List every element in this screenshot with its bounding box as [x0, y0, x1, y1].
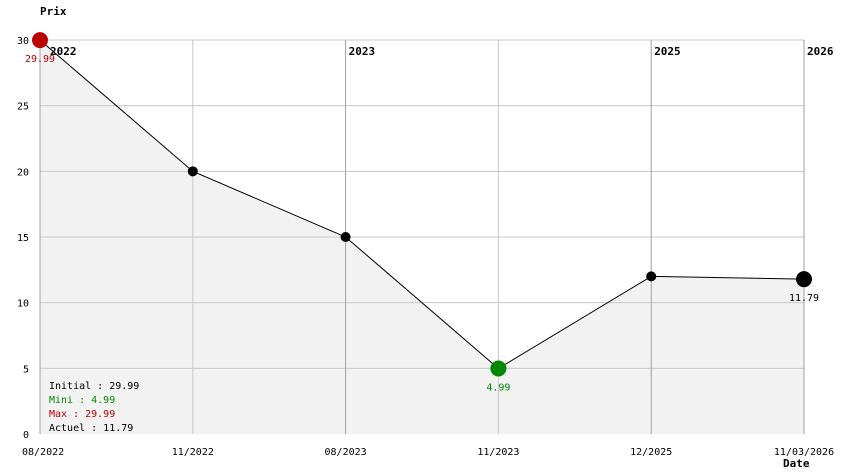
y-tick-label: 30	[17, 36, 29, 47]
area-fill	[40, 40, 804, 434]
stat-line: Mini : 4.99	[49, 395, 115, 406]
point-label: 4.99	[486, 382, 510, 393]
x-axis-title: Date	[783, 457, 810, 470]
x-tick-label: 12/2025	[630, 447, 672, 458]
y-tick-label: 25	[17, 102, 29, 113]
data-point	[646, 271, 657, 282]
y-tick-label: 10	[17, 299, 29, 310]
y-axis-title: Prix	[40, 5, 67, 18]
point-label: 11.79	[789, 293, 819, 304]
y-tick-label: 15	[17, 233, 29, 244]
y-tick-label: 20	[17, 167, 29, 178]
x-tick-label: 11/2023	[477, 447, 519, 458]
data-point	[796, 271, 812, 288]
stat-line: Initial : 29.99	[49, 381, 139, 392]
year-marker: 2026	[807, 45, 834, 58]
data-point	[490, 360, 507, 377]
y-tick-label: 5	[23, 364, 29, 375]
y-tick-label: 0	[23, 430, 29, 441]
year-marker: 2023	[349, 45, 376, 58]
data-point	[32, 32, 48, 49]
data-point	[187, 166, 198, 177]
data-point	[340, 232, 351, 242]
x-tick-label: 08/2022	[22, 447, 64, 458]
point-label: 29.99	[25, 54, 55, 65]
x-tick-label: 08/2023	[325, 447, 367, 458]
x-tick-label: 11/03/2026	[774, 447, 834, 458]
x-tick-label: 11/2022	[172, 447, 214, 458]
stat-line: Max : 29.99	[49, 409, 115, 420]
year-marker: 2025	[654, 45, 681, 58]
series-line	[39, 39, 805, 370]
stat-line: Actuel : 11.79	[49, 423, 133, 434]
